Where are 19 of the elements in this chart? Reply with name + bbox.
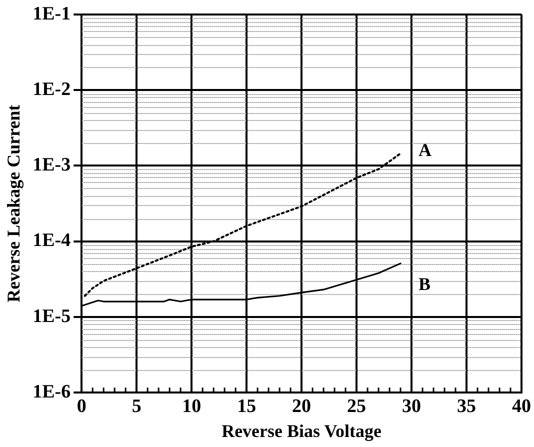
x-tick-label: 20: [292, 396, 312, 417]
x-tick-label: 0: [76, 396, 86, 417]
series-label: A: [418, 140, 432, 160]
x-tick-label: 35: [457, 396, 476, 417]
x-tick-label: 15: [237, 396, 256, 417]
y-tick-label: 1E-2: [32, 78, 71, 100]
x-axis-title: Reverse Bias Voltage: [222, 420, 382, 441]
x-tick-label: 10: [182, 396, 202, 417]
y-tick-label: 1E-6: [32, 382, 71, 403]
x-tick-label: 25: [347, 396, 366, 417]
y-tick-label: 1E-5: [32, 306, 71, 327]
x-tick-label: 40: [512, 396, 531, 417]
x-tick-label: 30: [402, 396, 422, 417]
y-tick-label: 1E-4: [32, 230, 72, 252]
series-label: B: [418, 274, 431, 294]
y-axis-title: Reverse Leakage Current: [3, 104, 24, 302]
y-tick-label: 1E-3: [32, 154, 71, 176]
y-tick-label: 1E-1: [32, 3, 71, 24]
x-tick-label: 5: [132, 396, 142, 417]
